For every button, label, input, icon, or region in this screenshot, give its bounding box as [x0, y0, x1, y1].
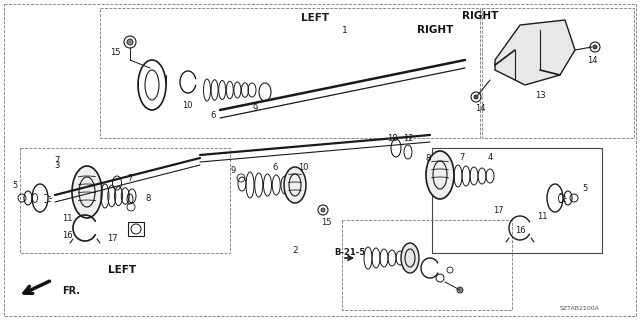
- Text: 6: 6: [211, 110, 216, 119]
- Circle shape: [127, 39, 133, 45]
- Text: 11: 11: [537, 212, 547, 220]
- Text: FR.: FR.: [62, 286, 80, 296]
- Text: B-21-5: B-21-5: [334, 247, 365, 257]
- Text: 10: 10: [182, 100, 192, 109]
- Text: 15: 15: [109, 47, 120, 57]
- Text: 2: 2: [292, 245, 298, 254]
- Text: 1: 1: [342, 26, 348, 35]
- Text: 14: 14: [475, 103, 485, 113]
- Text: 7: 7: [54, 156, 60, 164]
- Text: 17: 17: [493, 205, 503, 214]
- Bar: [100, 8, 480, 138]
- Ellipse shape: [426, 151, 454, 199]
- Text: 7: 7: [127, 173, 132, 182]
- Ellipse shape: [284, 167, 306, 203]
- Circle shape: [457, 287, 463, 293]
- Text: 6: 6: [272, 163, 278, 172]
- Text: 11: 11: [61, 213, 72, 222]
- Polygon shape: [495, 20, 575, 85]
- Text: 10: 10: [298, 163, 308, 172]
- Text: RIGHT: RIGHT: [462, 11, 498, 21]
- Ellipse shape: [401, 243, 419, 273]
- Text: 17: 17: [107, 234, 117, 243]
- Text: 13: 13: [534, 91, 545, 100]
- Text: LEFT: LEFT: [301, 13, 329, 23]
- Bar: [128, 222, 144, 236]
- Text: 8: 8: [426, 154, 431, 163]
- Text: 3: 3: [54, 161, 60, 170]
- Text: SZTAB2100A: SZTAB2100A: [560, 306, 600, 310]
- Circle shape: [321, 208, 325, 212]
- Text: 12: 12: [403, 133, 413, 142]
- Text: 5: 5: [582, 183, 588, 193]
- Bar: [20, 148, 230, 253]
- Text: 16: 16: [61, 230, 72, 239]
- Text: 18: 18: [387, 133, 397, 142]
- Text: 5: 5: [12, 180, 18, 189]
- Text: 14: 14: [587, 55, 597, 65]
- Bar: [432, 148, 602, 253]
- Text: 16: 16: [515, 226, 525, 235]
- Circle shape: [593, 45, 597, 49]
- Text: 9: 9: [252, 103, 258, 113]
- Text: 4: 4: [488, 153, 493, 162]
- Text: LEFT: LEFT: [108, 265, 136, 275]
- Circle shape: [474, 95, 478, 99]
- Text: 7: 7: [460, 153, 465, 162]
- Text: 9: 9: [230, 165, 236, 174]
- Bar: [482, 8, 634, 138]
- Ellipse shape: [72, 166, 102, 218]
- Text: 15: 15: [321, 218, 332, 227]
- Text: 8: 8: [145, 194, 150, 203]
- Text: RIGHT: RIGHT: [417, 25, 453, 35]
- Bar: [342, 220, 512, 310]
